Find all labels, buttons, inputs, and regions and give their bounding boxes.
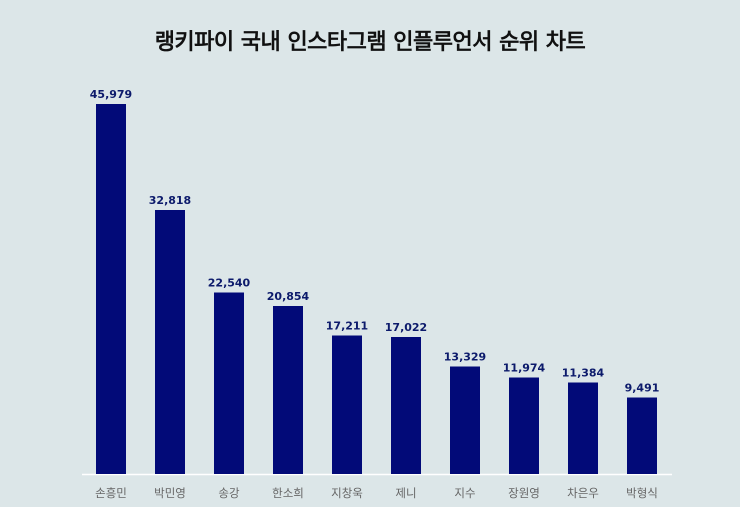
value-label-7: 13,329 bbox=[444, 351, 486, 364]
bar-2 bbox=[155, 209, 185, 474]
value-label-10: 9,491 bbox=[625, 382, 660, 395]
chart-title: 랭키파이 국내 인스타그램 인플루언서 순위 차트 bbox=[154, 30, 586, 55]
category-label-9: 차은우 bbox=[567, 486, 599, 500]
value-label-8: 11,974 bbox=[503, 362, 546, 375]
category-label-10: 박형식 bbox=[626, 486, 658, 500]
bar-8 bbox=[509, 377, 539, 474]
category-label-6: 제니 bbox=[395, 486, 416, 500]
category-label-3: 송강 bbox=[218, 486, 240, 500]
category-label-5: 지창욱 bbox=[331, 486, 363, 500]
bar-10 bbox=[627, 397, 657, 474]
bar-3 bbox=[214, 292, 244, 474]
bar-1 bbox=[96, 104, 126, 474]
category-label-8: 장원영 bbox=[508, 486, 540, 500]
value-label-4: 20,854 bbox=[267, 290, 310, 303]
bar-7 bbox=[450, 366, 480, 474]
bar-5 bbox=[332, 335, 362, 474]
category-label-1: 손흥민 bbox=[95, 486, 127, 500]
value-label-6: 17,022 bbox=[385, 321, 427, 334]
category-label-4: 한소희 bbox=[272, 486, 304, 500]
value-label-3: 22,540 bbox=[208, 277, 251, 290]
value-label-1: 45,979 bbox=[90, 88, 132, 101]
value-label-5: 17,211 bbox=[326, 320, 368, 333]
category-label-2: 박민영 bbox=[154, 486, 186, 500]
bar-9 bbox=[568, 382, 598, 474]
bar-4 bbox=[273, 306, 303, 474]
bar-6 bbox=[391, 337, 421, 474]
value-label-2: 32,818 bbox=[149, 194, 191, 207]
category-label-7: 지수 bbox=[454, 486, 475, 500]
value-label-9: 11,384 bbox=[562, 366, 605, 379]
